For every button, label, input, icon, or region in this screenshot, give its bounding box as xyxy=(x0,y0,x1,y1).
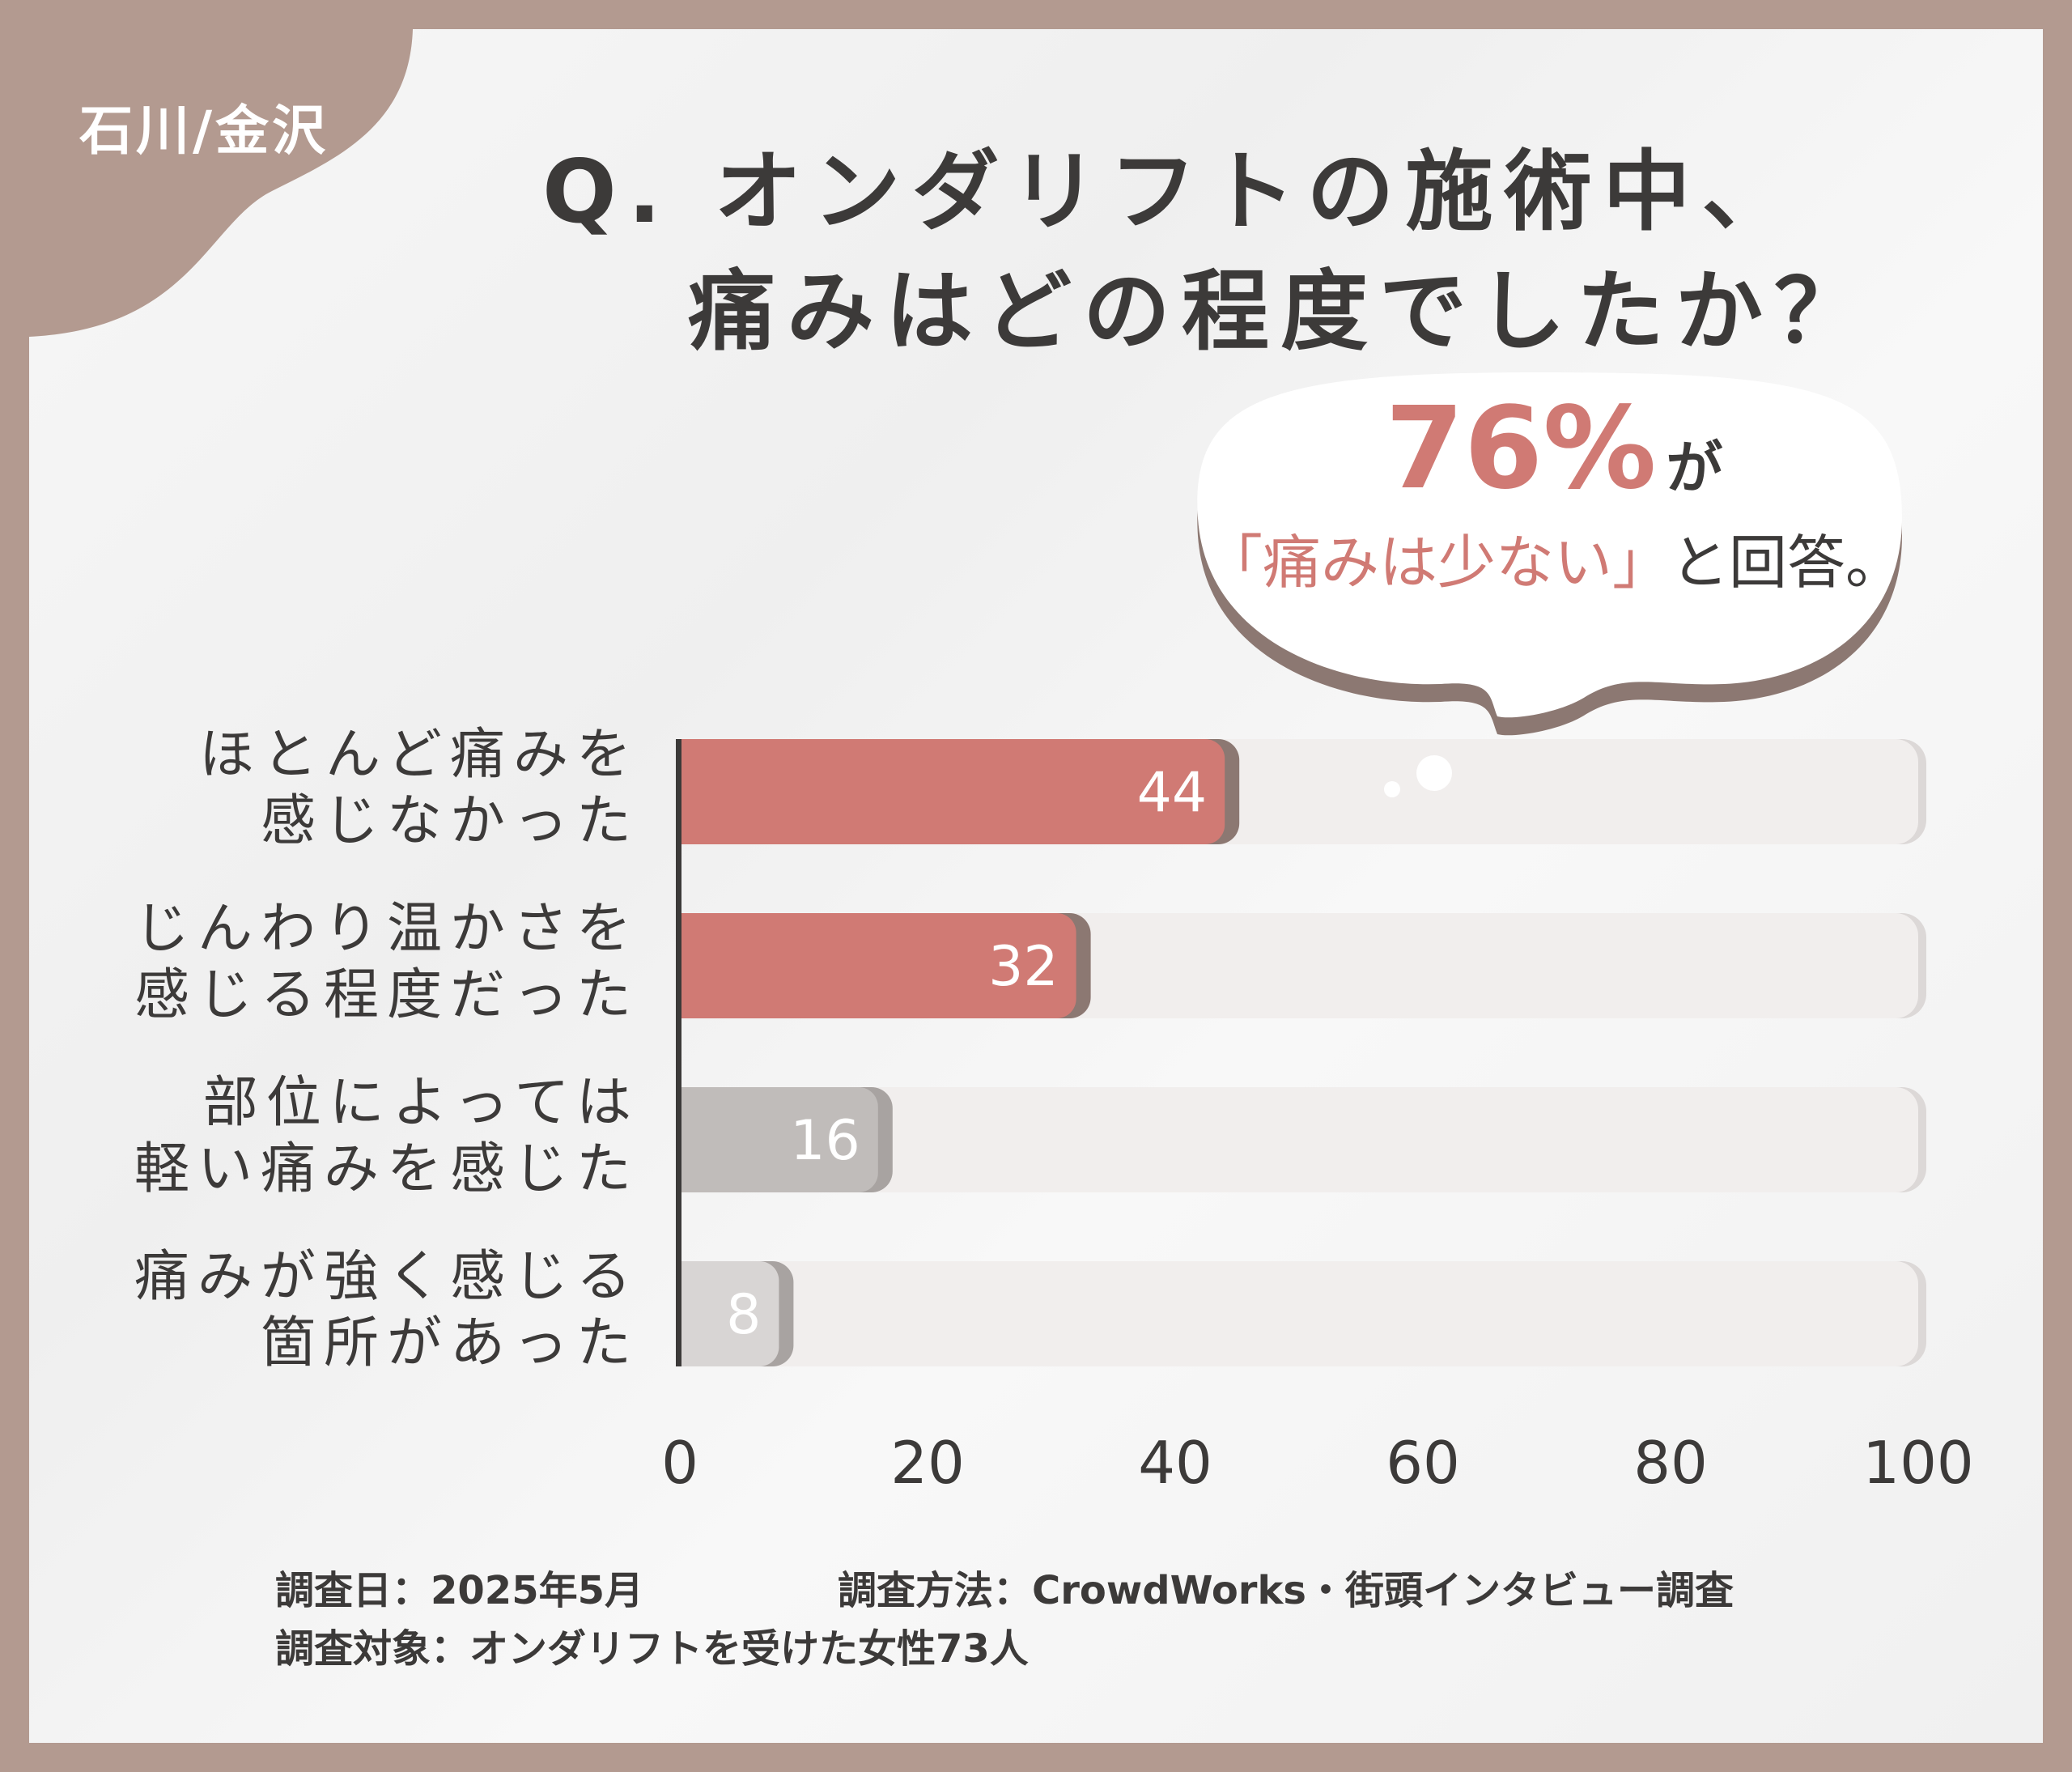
highlight-dot xyxy=(1416,755,1452,791)
x-tick-label: 60 xyxy=(1386,1429,1460,1497)
x-tick-label: 0 xyxy=(661,1429,698,1497)
bar-value-label: 32 xyxy=(988,935,1059,999)
bar-value-label: 8 xyxy=(726,1283,761,1347)
x-tick-label: 100 xyxy=(1862,1429,1974,1497)
callout-highlight: 「痛みは少ない」 xyxy=(1204,529,1671,597)
category-label-line: じんわり温かさを xyxy=(134,897,639,961)
bar-left-fill xyxy=(680,1261,704,1366)
footer-method: 調査方法：CrowdWorks・街頭インタビュー調査 xyxy=(838,1568,1734,1613)
bar xyxy=(680,913,1076,1018)
bar-value-label: 44 xyxy=(1137,761,1208,825)
bar-value-label: 16 xyxy=(790,1109,860,1173)
category-label-line: 痛みが強く感じる xyxy=(134,1245,639,1309)
corner-blob xyxy=(29,29,413,337)
bar-left-fill xyxy=(680,913,704,1018)
category-label-line: ほとんど痛みを xyxy=(199,723,639,787)
category-label: じんわり温かさを 感じる程度だった xyxy=(134,896,639,1029)
category-label: 部位によっては 軽い痛みを感じた xyxy=(134,1070,639,1203)
region-tag: 石川/金沢 xyxy=(79,100,329,162)
bar-track xyxy=(680,1087,1918,1192)
speech-bubble xyxy=(1197,372,1902,736)
callout-percent-row: 76% が xyxy=(1385,380,1722,518)
x-tick-label: 20 xyxy=(890,1429,965,1497)
highlight-dot xyxy=(1384,781,1400,797)
bar xyxy=(680,1261,779,1366)
category-label-line: 感じなかった xyxy=(260,789,639,853)
bar xyxy=(680,1087,878,1192)
category-label-line: 感じる程度だった xyxy=(134,963,639,1027)
callout-percent: 76% xyxy=(1385,383,1657,515)
footer-target: 調査対象：オンダリフトを受けた女性73人 xyxy=(275,1626,1029,1672)
callout: 76% が 「痛みは少ない」と回答。 xyxy=(1198,380,1910,599)
footer-date: 調査日：2025年5月 xyxy=(275,1568,643,1613)
x-tick-label: 40 xyxy=(1138,1429,1212,1497)
category-label: 痛みが強く感じる 箇所があった xyxy=(134,1244,639,1377)
title-line2: 痛みはどの程度でしたか？ xyxy=(688,261,1874,363)
x-tick-label: 80 xyxy=(1633,1429,1708,1497)
bar-track xyxy=(680,1261,1918,1366)
category-label-line: 箇所があった xyxy=(260,1311,639,1375)
callout-rest: と回答。 xyxy=(1671,529,1904,597)
callout-text: 「痛みは少ない」と回答。 xyxy=(1204,526,1904,599)
bar-left-fill xyxy=(680,739,704,844)
callout-percent-suffix: が xyxy=(1666,435,1723,501)
card: 石川/金沢 xyxy=(29,29,2043,1743)
bar-left-fill xyxy=(680,1087,704,1192)
y-axis-line xyxy=(676,739,681,1366)
bar xyxy=(680,739,1225,844)
title-line1: Q. オンダリフトの施術中、 xyxy=(542,142,1801,243)
category-label-line: 部位によっては xyxy=(202,1071,639,1135)
category-label: ほとんど痛みを 感じなかった xyxy=(199,722,639,855)
category-label-line: 軽い痛みを感じた xyxy=(134,1137,639,1201)
